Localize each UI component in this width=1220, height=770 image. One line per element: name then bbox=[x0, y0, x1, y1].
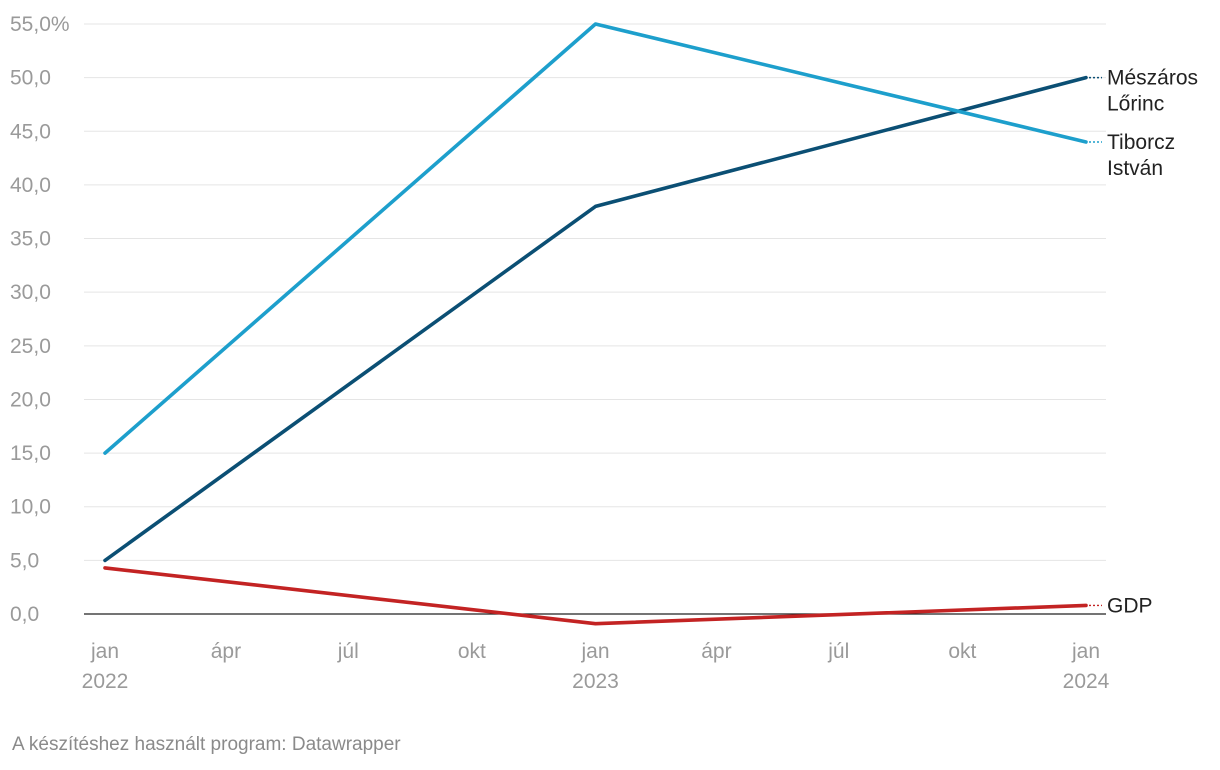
y-tick-label: 45,0 bbox=[10, 120, 51, 143]
x-tick-label: okt bbox=[948, 640, 976, 663]
x-tick-year-label: 2024 bbox=[1063, 670, 1110, 693]
y-tick-label: 30,0 bbox=[10, 281, 51, 304]
x-tick-label: júl bbox=[337, 640, 359, 663]
line-chart: 55,0% 50,0 45,0 40,0 35,0 30,0 25,0 20,0 15,0 10,… bbox=[10, 13, 1198, 693]
x-tick-year-label: 2023 bbox=[572, 670, 619, 693]
y-tick-label: 20,0 bbox=[10, 388, 51, 411]
y-tick-label: 10,0 bbox=[10, 496, 51, 519]
y-tick-label: 25,0 bbox=[10, 335, 51, 358]
footer-credit: A készítéshez használt program: Datawrap… bbox=[12, 734, 401, 755]
series-labels: Mészáros Lőrinc Tiborcz István GDP bbox=[1089, 67, 1198, 617]
series-label-text: Tiborcz bbox=[1107, 131, 1175, 154]
y-axis: 55,0% 50,0 45,0 40,0 35,0 30,0 25,0 20,0 15,0 10,… bbox=[10, 13, 70, 626]
chart-canvas: 55,0% 50,0 45,0 40,0 35,0 30,0 25,0 20,0 15,0 10,… bbox=[10, 13, 1198, 693]
series-layer bbox=[103, 22, 1088, 626]
y-tick-label: 5,0 bbox=[10, 549, 39, 572]
x-tick-label: okt bbox=[458, 640, 486, 663]
x-axis: jan 2022 ápr júl okt jan 2023 ápr júl okt jan 2024 bbox=[82, 640, 1110, 693]
series-label-text: Mészáros bbox=[1107, 67, 1198, 90]
series-line-gdp bbox=[103, 566, 1088, 626]
y-tick-label: 50,0 bbox=[10, 67, 51, 90]
x-tick-year-label: 2022 bbox=[82, 670, 129, 693]
x-tick-label: jan bbox=[1071, 640, 1100, 663]
x-tick-label: ápr bbox=[701, 640, 731, 663]
series-label-text: István bbox=[1107, 157, 1163, 180]
series-line-tiborcz-istvan bbox=[103, 22, 1088, 455]
x-tick-label: ápr bbox=[211, 640, 241, 663]
series-line-meszaros-lorinc bbox=[103, 75, 1088, 563]
y-tick-label: 0,0 bbox=[10, 603, 39, 626]
x-tick-label: jan bbox=[580, 640, 609, 663]
y-tick-label: 35,0 bbox=[10, 228, 51, 251]
y-tick-label: 15,0 bbox=[10, 442, 51, 465]
grid-layer bbox=[84, 23, 1106, 615]
x-tick-label: jan bbox=[90, 640, 119, 663]
series-label-text: Lőrinc bbox=[1107, 93, 1164, 116]
y-tick-label: 55,0% bbox=[10, 13, 70, 36]
x-tick-label: júl bbox=[827, 640, 849, 663]
series-label-text: GDP bbox=[1107, 594, 1153, 617]
y-tick-label: 40,0 bbox=[10, 174, 51, 197]
